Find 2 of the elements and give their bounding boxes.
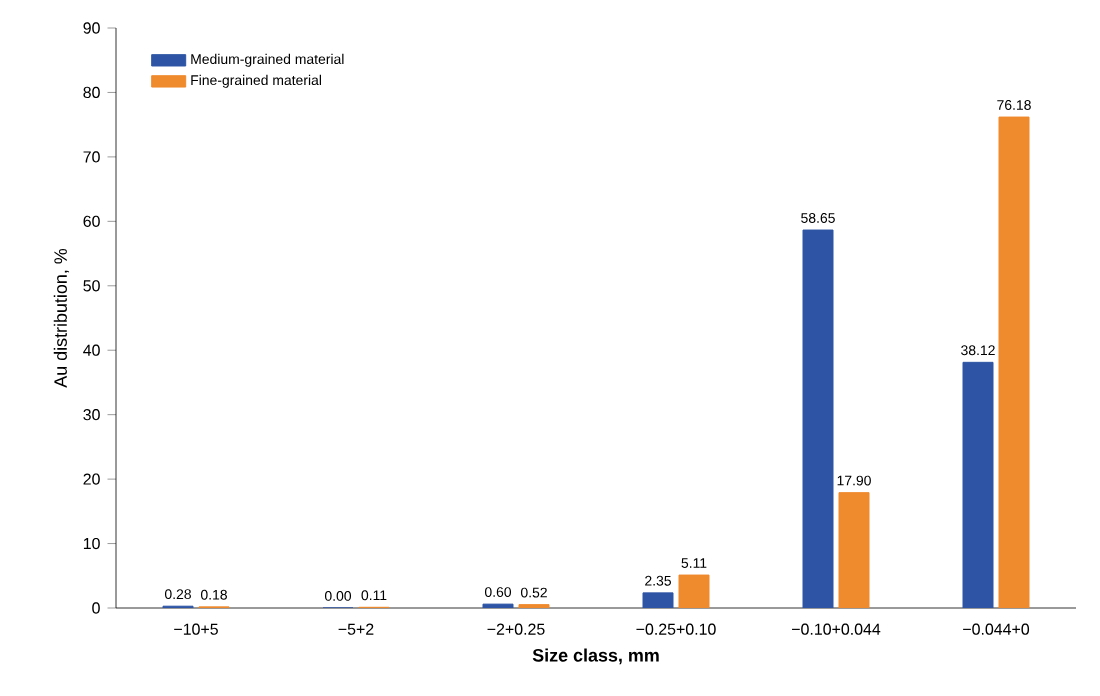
x-axis-title: Size class, mm xyxy=(532,648,659,665)
y-axis-title: Au distribution, % xyxy=(53,248,70,388)
